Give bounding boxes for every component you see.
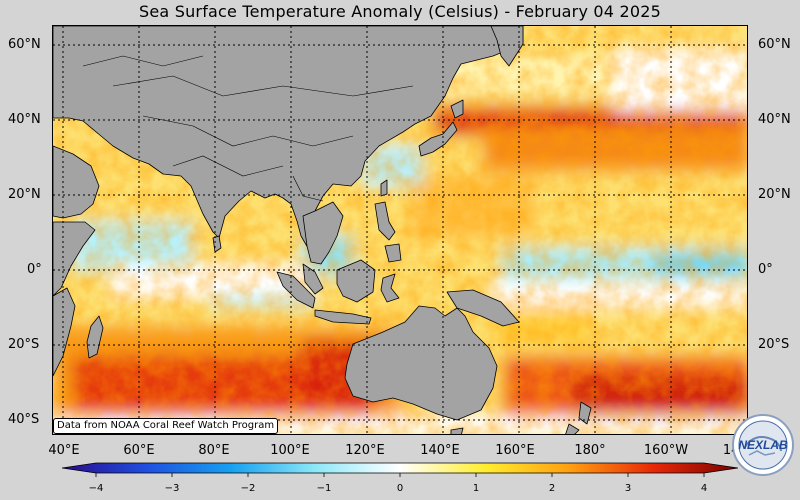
lon-label-160w: 160°W (643, 443, 689, 458)
colorbar-tick: −4 (88, 483, 104, 494)
lon-label-160e: 160°E (495, 443, 535, 458)
lon-label-40e: 40°E (48, 443, 80, 458)
lat-label-20n-right: 20°N (758, 187, 791, 202)
landmasses (53, 26, 592, 434)
colorbar-tick: 0 (396, 483, 404, 494)
lon-label-180: 180° (574, 443, 606, 458)
nexlab-logo: NEXLAB (732, 414, 794, 476)
map-title: Sea Surface Temperature Anomaly (Celsius… (139, 2, 661, 21)
colorbar-tick: 3 (624, 483, 632, 494)
lat-label-20s-right: 20°S (758, 337, 790, 352)
colorbar-tick: 2 (548, 483, 556, 494)
data-credit: Data from NOAA Coral Reef Watch Program (53, 418, 279, 434)
lon-label-80e: 80°E (198, 443, 230, 458)
lon-label-140e: 140°E (420, 443, 460, 458)
lat-label-40n: 40°N (8, 112, 41, 127)
lon-label-100e: 100°E (270, 443, 310, 458)
logo-text: NEXLAB (738, 438, 788, 452)
sst-anomaly-map (52, 25, 748, 435)
country-borders (82, 55, 414, 202)
lat-label-20n: 20°N (8, 187, 41, 202)
lat-label-60n-right: 60°N (758, 37, 791, 52)
lat-label-60n: 60°N (8, 37, 41, 52)
lat-label-20s: 20°S (8, 337, 40, 352)
lat-label-40n-right: 40°N (758, 112, 791, 127)
colorbar-tick: −3 (164, 483, 180, 494)
lat-label-0: 0° (27, 262, 42, 277)
lon-label-120e: 120°E (345, 443, 385, 458)
lat-label-0-right: 0° (758, 262, 773, 277)
colorbar-tick: −1 (316, 483, 332, 494)
colorbar-tick: −2 (240, 483, 256, 494)
lon-label-60e: 60°E (123, 443, 155, 458)
lat-label-40s: 40°S (8, 412, 40, 427)
colorbar-tick: 4 (700, 483, 708, 494)
colorbar-tick: 1 (472, 483, 480, 494)
graticule (53, 26, 747, 434)
colorbar (62, 462, 738, 477)
